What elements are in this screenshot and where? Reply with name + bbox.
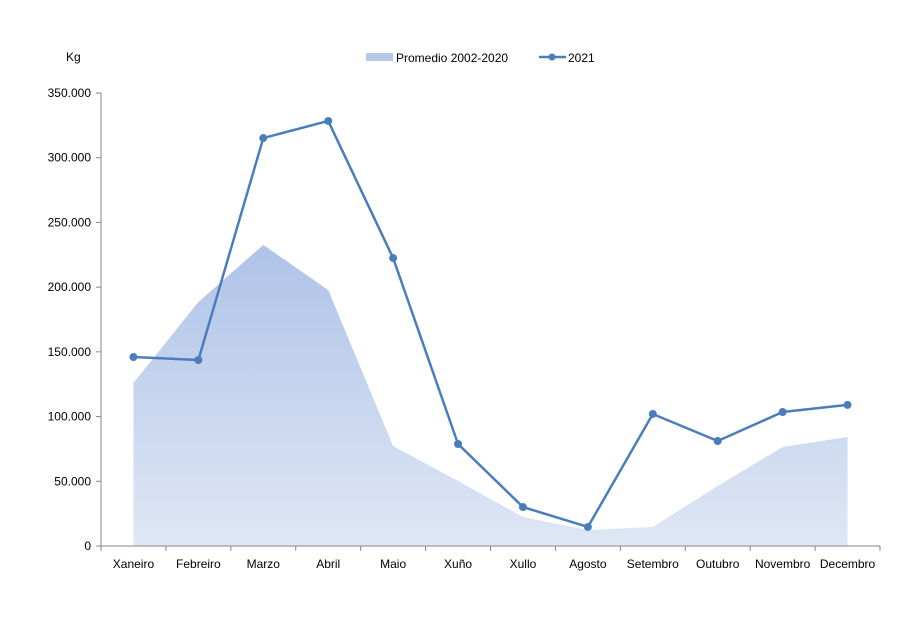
x-tick-label: Outubro — [696, 557, 740, 571]
y-tick-label: 300.000 — [48, 151, 92, 165]
data-point-2021 — [518, 503, 527, 512]
data-point-2021 — [648, 409, 657, 418]
legend: Promedio 2002-2020 2021 — [366, 51, 595, 65]
data-point-2021 — [129, 353, 138, 362]
x-tick-label: Decembro — [820, 557, 876, 571]
area-series-promedio — [133, 244, 848, 546]
legend-label-line: 2021 — [568, 51, 595, 65]
data-point-2021 — [843, 400, 852, 409]
x-tick-label: Novembro — [755, 557, 811, 571]
x-tick-label: Setembro — [627, 557, 679, 571]
data-point-2021 — [713, 437, 722, 446]
y-axis-label: Kg — [66, 50, 81, 64]
data-point-2021 — [194, 356, 203, 365]
data-point-2021 — [259, 134, 268, 143]
line-series-2021 — [133, 119, 848, 529]
data-point-2021 — [583, 522, 592, 531]
x-tick-label: Agosto — [569, 557, 607, 571]
y-tick-label: 100.000 — [48, 410, 92, 424]
y-tick-label: 150.000 — [48, 345, 92, 359]
y-tick-label: 350.000 — [48, 86, 92, 100]
x-tick-label: Abril — [316, 557, 340, 571]
y-tick-label: 250.000 — [48, 215, 92, 229]
x-tick-label: Xullo — [510, 557, 537, 571]
x-tick-label: Xuño — [444, 557, 472, 571]
x-tick-label: Maio — [380, 557, 406, 571]
legend-swatch-marker — [548, 53, 556, 61]
x-tick-label: Marzo — [247, 557, 281, 571]
y-tick-label: 0 — [84, 539, 91, 553]
y-tick-label: 200.000 — [48, 280, 92, 294]
data-point-2021 — [324, 116, 333, 125]
legend-swatch-area — [366, 53, 393, 61]
x-tick-label: Febreiro — [176, 557, 221, 571]
legend-label-area: Promedio 2002-2020 — [396, 51, 508, 65]
data-point-2021 — [389, 254, 398, 263]
y-tick-label: 50.000 — [54, 474, 91, 488]
data-point-2021 — [778, 408, 787, 417]
data-point-2021 — [454, 440, 463, 449]
x-tick-label: Xaneiro — [113, 557, 155, 571]
